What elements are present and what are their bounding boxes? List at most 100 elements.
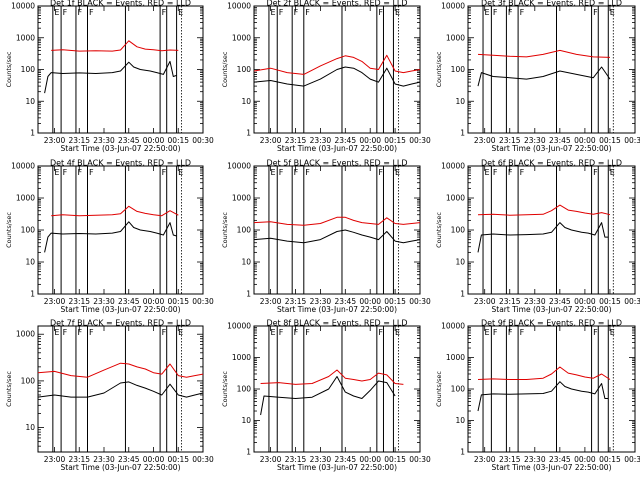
y-tick-label: 10000	[441, 322, 465, 331]
lld-series-line	[51, 40, 179, 52]
x-tick-label: 23:30	[93, 297, 115, 306]
x-tick-label: 23:15	[68, 297, 90, 306]
x-tick-label: 23:15	[499, 297, 521, 306]
x-tick-label: 00:15	[167, 136, 189, 145]
x-tick-label: 23:30	[524, 455, 546, 464]
y-tick-label: 10000	[11, 162, 35, 171]
x-axis-label: Start Time (03-Jun-07 22:50:00)	[61, 144, 181, 153]
mode-marker-label: F	[305, 168, 310, 177]
y-tick-label: 1	[30, 129, 35, 138]
mode-marker-label: F	[89, 8, 94, 17]
y-tick-label: 1000	[446, 353, 465, 362]
mode-marker-label: F	[378, 8, 383, 17]
mode-marker-label: F	[279, 168, 284, 177]
mode-marker-label: F	[294, 328, 299, 337]
lld-series-line	[51, 205, 179, 217]
x-tick-label: 23:15	[285, 455, 307, 464]
mode-marker-label: F	[593, 8, 598, 17]
x-axis-label: Start Time (03-Jun-07 22:50:00)	[492, 144, 612, 153]
panel-title: Det 9f BLACK = Events, RED = LLD	[481, 319, 622, 328]
y-tick-label: 10	[25, 423, 35, 432]
x-tick-label: 23:15	[499, 455, 521, 464]
y-tick-label: 10	[241, 97, 251, 106]
x-tick-label: 23:45	[549, 136, 571, 145]
mode-marker-label: F	[493, 8, 498, 17]
x-tick-label: 23:30	[310, 297, 332, 306]
x-tick-label: 23:45	[334, 455, 356, 464]
y-tick-label: 10000	[441, 2, 465, 11]
y-axis-label: Counts/sec	[435, 371, 443, 407]
x-tick-label: 23:15	[68, 455, 90, 464]
mode-marker-label: E	[270, 8, 275, 17]
mode-marker-label: F	[508, 328, 513, 337]
x-tick-label: 23:45	[334, 297, 356, 306]
mode-marker-label: F	[162, 328, 167, 337]
mode-marker-label: F	[508, 168, 513, 177]
events-series-line	[253, 66, 421, 87]
mode-marker-label: F	[162, 8, 167, 17]
mode-marker-label: E	[270, 328, 275, 337]
mode-marker-label: E	[54, 328, 59, 337]
y-axis-label: Counts/sec	[221, 212, 229, 248]
y-tick-label: 1	[246, 448, 251, 457]
mode-marker-label: E	[485, 8, 490, 17]
y-axis-label: Counts/sec	[5, 371, 13, 407]
panel-grid: Det 1f BLACK = Events, RED = LLD11010010…	[5, 0, 640, 472]
y-axis-label: Counts/sec	[5, 51, 13, 87]
x-tick-label: 23:00	[474, 455, 496, 464]
events-series-line	[37, 381, 204, 398]
y-tick-label: 100	[21, 376, 36, 385]
mode-marker-label: F	[378, 168, 383, 177]
panel-det-8: Det 8f BLACK = Events, RED = LLD 1 10 100 10…	[221, 319, 431, 473]
x-axis-label: Start Time (03-Jun-07 22:50:00)	[61, 305, 181, 314]
mode-marker-label: E	[270, 168, 275, 177]
x-tick-label: 00:30	[192, 136, 214, 145]
x-tick-label: 23:45	[549, 297, 571, 306]
x-tick-label: 00:15	[384, 136, 406, 145]
mode-marker-label: F	[378, 328, 383, 337]
mode-marker-label: F	[294, 168, 299, 177]
mode-marker-label: F	[162, 168, 167, 177]
y-tick-label: 1000	[16, 330, 35, 339]
mode-marker-label: F	[279, 328, 284, 337]
y-axis-label: Counts/sec	[5, 212, 13, 248]
mode-marker-label: F	[593, 328, 598, 337]
y-axis-label: Counts/sec	[221, 371, 229, 407]
mode-marker-label: F	[305, 328, 310, 337]
x-tick-label: 23:30	[524, 297, 546, 306]
panel-det-6: Det 6f BLACK = Events, RED = LLD 1 10 100 10…	[435, 159, 640, 315]
events-series-line	[477, 381, 609, 412]
x-tick-label: 00:30	[624, 455, 640, 464]
mode-marker-label: F	[63, 328, 68, 337]
y-tick-label: 10	[455, 258, 465, 267]
mode-marker-label: F	[520, 168, 525, 177]
x-tick-label: 23:30	[93, 136, 115, 145]
lld-series-line	[37, 362, 204, 378]
panel-det-3: Det 3f BLACK = Events, RED = LLD 1 10 100 10…	[435, 0, 640, 153]
y-tick-label: 100	[21, 65, 36, 74]
events-series-line	[477, 66, 611, 87]
y-tick-label: 100	[21, 226, 36, 235]
x-tick-label: 23:00	[260, 136, 282, 145]
y-tick-label: 1000	[232, 33, 251, 42]
y-tick-label: 1	[30, 290, 35, 299]
y-tick-label: 10000	[441, 162, 465, 171]
lld-series-line	[477, 366, 611, 380]
mode-marker-label: F	[77, 168, 82, 177]
lld-series-line	[477, 49, 611, 58]
y-tick-label: 1000	[446, 33, 465, 42]
panel-title: Det 3f BLACK = Events, RED = LLD	[481, 0, 622, 8]
x-axis-label: Start Time (03-Jun-07 22:50:00)	[277, 463, 397, 472]
x-axis-label: Start Time (03-Jun-07 22:50:00)	[492, 463, 612, 472]
x-tick-label: 23:30	[310, 455, 332, 464]
lld-series-line	[477, 204, 611, 216]
panel-det-2: Det 2f BLACK = Events, RED = LLD 1 10 100 10…	[221, 0, 431, 153]
x-tick-label: 23:00	[44, 136, 66, 145]
lld-series-line	[260, 369, 404, 385]
mode-marker-label: E	[485, 328, 490, 337]
panel-title: Det 6f BLACK = Events, RED = LLD	[481, 159, 622, 168]
y-tick-label: 100	[451, 385, 466, 394]
x-tick-label: 23:45	[118, 455, 140, 464]
x-tick-label: 00:30	[192, 297, 214, 306]
